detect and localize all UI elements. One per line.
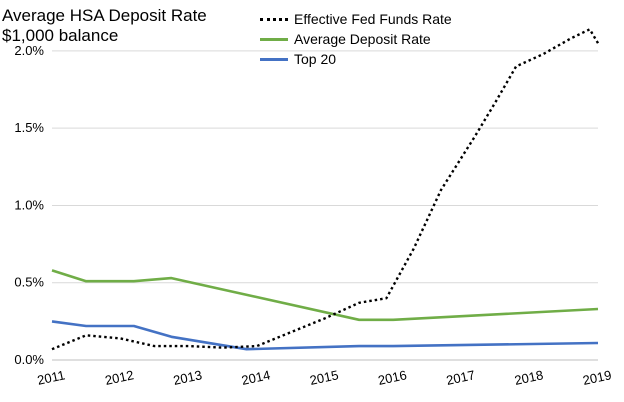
legend-label-top-20: Top 20 [294,51,337,67]
x-tick-label: 2014 [240,367,271,388]
x-tick-label: 2011 [36,367,66,387]
legend-label-average-deposit: Average Deposit Rate [294,31,431,47]
legend-swatch-top-20 [260,57,288,61]
y-tick-label: 1.5% [14,120,44,135]
x-axis-ticks: 2011 2012 2013 2014 2015 2016 2017 2018 2019 [36,367,613,388]
series-line-top-20 [51,320,599,351]
x-tick-label: 2019 [581,367,612,388]
y-axis-ticks: 0.0% 0.5% 1.0% 1.5% 2.0% [14,43,44,367]
legend-swatch-average-deposit [260,37,288,41]
series-line-effective-fed-funds-rate [51,28,600,351]
x-tick-label: 2017 [445,367,476,388]
x-tick-label: 2016 [377,367,408,388]
x-tick-label: 2013 [172,367,203,388]
gridlines [52,50,598,361]
series-line-average-deposit-rate [51,269,599,322]
chart-title: Average HSA Deposit Rate [2,6,207,25]
legend-item-top-20: Top 20 [260,50,336,68]
x-tick-label: 2018 [513,367,544,388]
legend-label-fed-funds: Effective Fed Funds Rate [294,11,452,27]
legend-item-fed-funds: Effective Fed Funds Rate [260,10,452,28]
series-lines [51,28,600,351]
y-tick-label: 0.5% [14,275,44,290]
x-tick-label: 2015 [308,367,339,388]
x-tick-label: 2012 [104,367,135,388]
y-tick-label: 1.0% [14,197,44,212]
legend-swatch-fed-funds [260,17,288,21]
y-tick-label: 2.0% [14,43,44,58]
y-tick-label: 0.0% [14,352,44,367]
legend-item-average-deposit: Average Deposit Rate [260,30,431,48]
chart-subtitle: $1,000 balance [2,26,119,45]
